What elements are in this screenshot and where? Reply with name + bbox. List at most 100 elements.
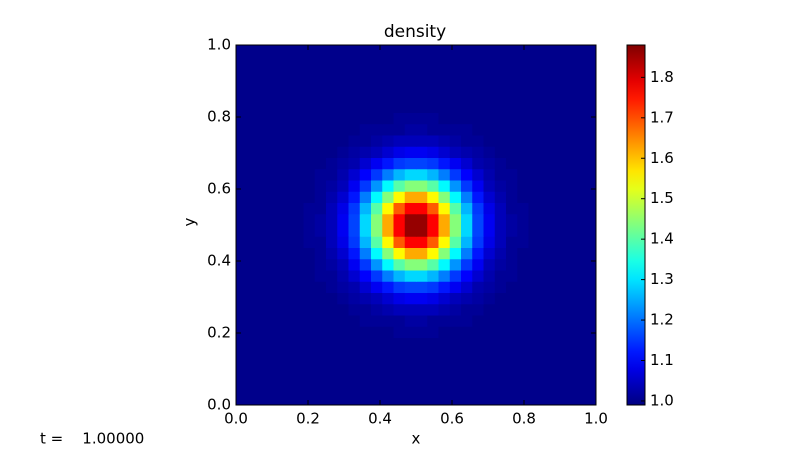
- heatmap-cell: [517, 315, 529, 327]
- heatmap-cell: [236, 146, 248, 158]
- heatmap-cell: [539, 168, 552, 181]
- heatmap-cell: [551, 146, 563, 158]
- heatmap-cell: [371, 101, 383, 113]
- heatmap-cell: [292, 247, 304, 260]
- heatmap-cell: [269, 270, 282, 282]
- heatmap-cell: [483, 258, 496, 271]
- heatmap-cell: [427, 247, 439, 260]
- heatmap-cell: [337, 382, 349, 395]
- heatmap-cell: [416, 337, 428, 350]
- heatmap-cell: [449, 258, 462, 271]
- heatmap-cell: [247, 315, 259, 327]
- heatmap-cell: [584, 281, 597, 293]
- heatmap-cell: [506, 326, 518, 338]
- heatmap-cell: [539, 292, 552, 305]
- heatmap-cell: [528, 371, 541, 383]
- heatmap-cell: [494, 348, 507, 361]
- colorbar-tick-label: 1.8: [650, 68, 674, 86]
- heatmap-cell: [494, 371, 507, 383]
- heatmap-cell: [404, 157, 417, 170]
- heatmap-cell: [573, 168, 586, 181]
- heatmap-cell: [517, 157, 529, 170]
- heatmap-cell: [472, 236, 484, 248]
- heatmap-cell: [393, 78, 406, 91]
- heatmap-cell: [494, 180, 507, 192]
- heatmap-cell: [303, 337, 316, 350]
- heatmap-cell: [247, 371, 259, 383]
- heatmap-cell: [348, 168, 361, 181]
- heatmap-cell: [371, 315, 383, 327]
- heatmap-cell: [359, 180, 372, 192]
- heatmap-cell: [382, 225, 394, 237]
- heatmap-cell: [292, 90, 304, 102]
- heatmap-cell: [236, 292, 248, 305]
- heatmap-cell: [292, 191, 304, 203]
- heatmap-cell: [348, 135, 361, 147]
- heatmap-cell: [461, 78, 473, 91]
- heatmap-cell: [461, 348, 473, 361]
- heatmap-cell: [416, 303, 428, 316]
- heatmap-cell: [551, 315, 563, 327]
- heatmap-cell: [314, 326, 327, 338]
- heatmap-cell: [337, 225, 349, 237]
- heatmap-cell: [292, 371, 304, 383]
- heatmap-cell: [584, 191, 597, 203]
- heatmap-cell: [303, 45, 316, 57]
- heatmap-cell: [416, 112, 428, 125]
- heatmap-cell: [337, 371, 349, 383]
- heatmap-cell: [438, 157, 451, 170]
- heatmap-cell: [292, 101, 304, 113]
- heatmap-cell: [269, 360, 282, 372]
- heatmap-cell: [337, 337, 349, 350]
- heatmap-cell: [483, 67, 496, 80]
- heatmap-cell: [337, 180, 349, 192]
- heatmap-cell: [348, 393, 361, 406]
- heatmap-cell: [449, 123, 462, 136]
- heatmap-cell: [528, 348, 541, 361]
- heatmap-cell: [416, 213, 428, 226]
- heatmap-cell: [539, 371, 552, 383]
- heatmap-cell: [449, 56, 462, 68]
- heatmap-cell: [303, 382, 316, 395]
- heatmap-cell: [247, 292, 259, 305]
- heatmap-cell: [517, 247, 529, 260]
- heatmap-cell: [517, 292, 529, 305]
- heatmap-cell: [371, 382, 383, 395]
- heatmap-cell: [348, 270, 361, 282]
- heatmap-cell: [348, 202, 361, 215]
- heatmap-cell: [539, 56, 552, 68]
- heatmap-cell: [551, 393, 563, 406]
- heatmap-cell: [584, 258, 597, 271]
- heatmap-cell: [528, 315, 541, 327]
- heatmap-cell: [427, 202, 439, 215]
- heatmap-cell: [337, 393, 349, 406]
- heatmap-cell: [258, 213, 271, 226]
- heatmap-cell: [393, 315, 406, 327]
- heatmap-cell: [528, 135, 541, 147]
- heatmap-cell: [281, 45, 293, 57]
- heatmap-cell: [393, 337, 406, 350]
- heatmap-cell: [551, 360, 563, 372]
- heatmap-cell: [382, 123, 394, 136]
- heatmap-cell: [269, 315, 282, 327]
- heatmap-cell: [584, 213, 597, 226]
- heatmap-cell: [494, 135, 507, 147]
- heatmap-cells: [236, 45, 597, 406]
- heatmap-cell: [359, 123, 372, 136]
- heatmap-cell: [382, 101, 394, 113]
- heatmap-cell: [404, 348, 417, 361]
- heatmap-cell: [438, 281, 451, 293]
- heatmap-cell: [404, 337, 417, 350]
- heatmap-cell: [258, 315, 271, 327]
- heatmap-cell: [382, 157, 394, 170]
- heatmap-cell: [348, 180, 361, 192]
- heatmap-cell: [269, 112, 282, 125]
- heatmap-cell: [326, 191, 338, 203]
- heatmap-cell: [337, 67, 349, 80]
- heatmap-cell: [461, 258, 473, 271]
- heatmap-cell: [506, 101, 518, 113]
- heatmap-cell: [404, 303, 417, 316]
- heatmap-cell: [573, 371, 586, 383]
- heatmap-cell: [528, 191, 541, 203]
